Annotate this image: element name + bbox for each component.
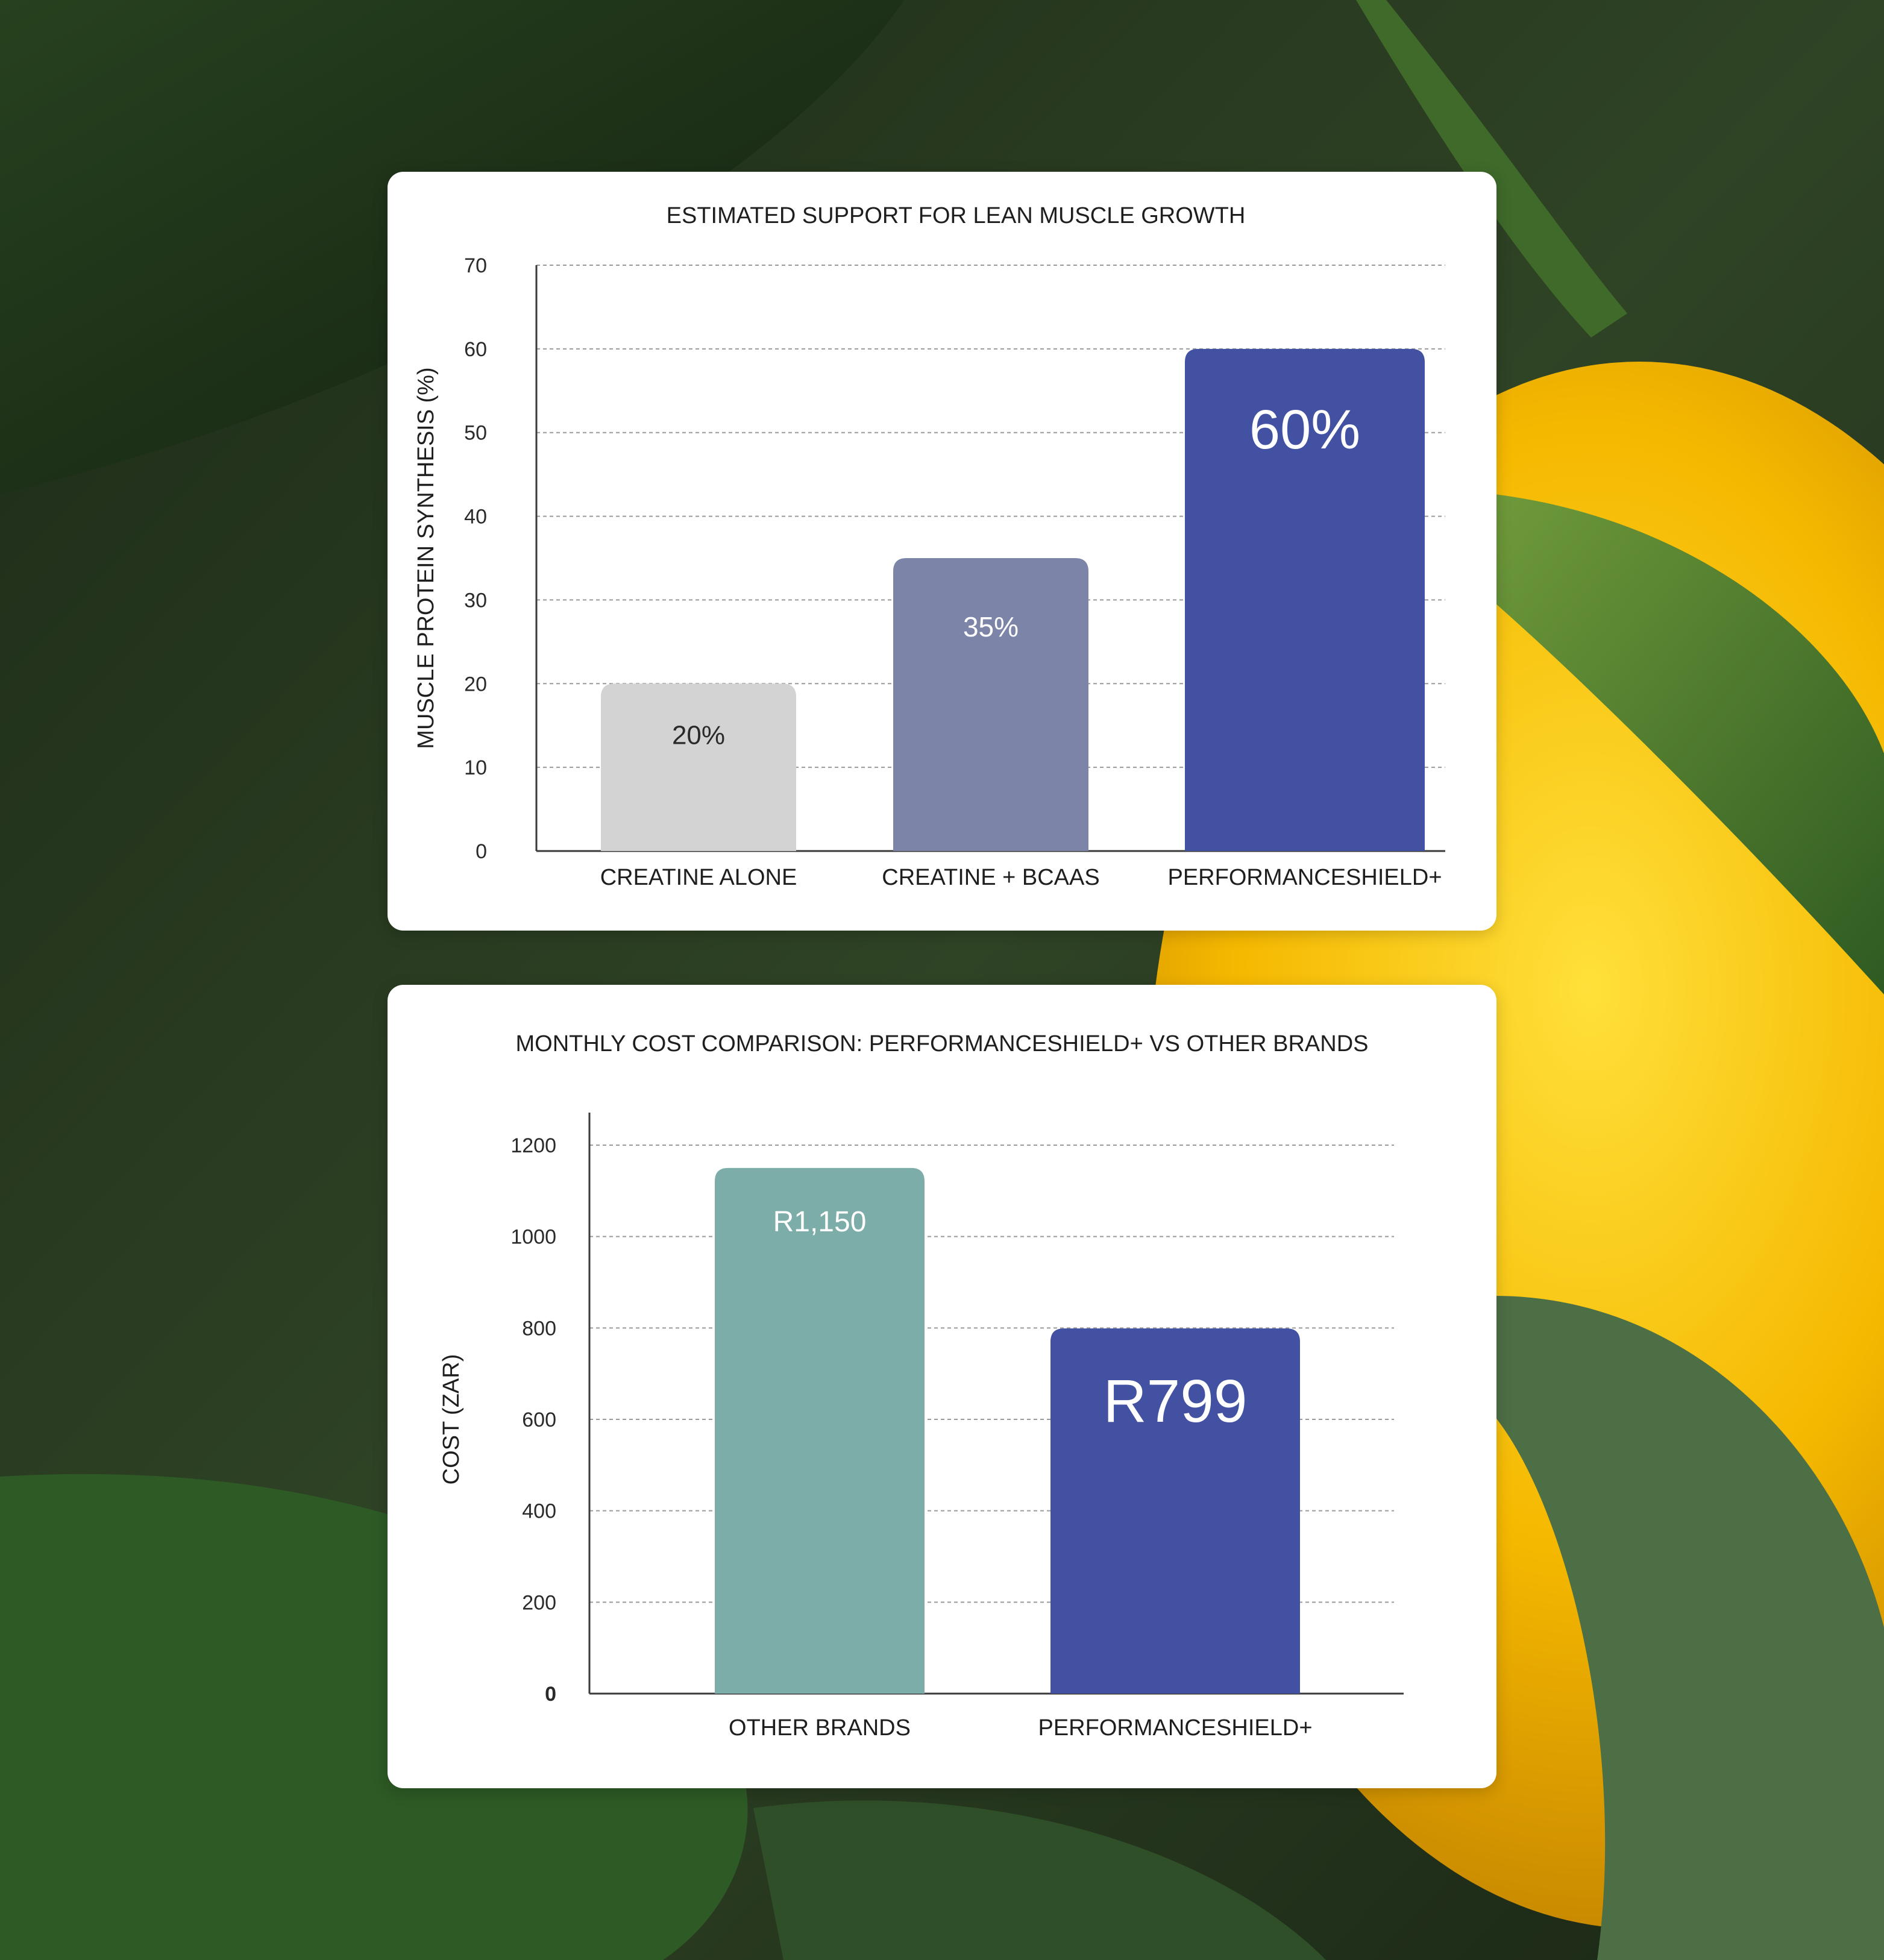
y-tick-label: 20 — [464, 673, 487, 696]
y-tick-label: 50 — [464, 422, 487, 445]
cost-comparison-chart: MONTHLY COST COMPARISON: PERFORMANCESHIE… — [439, 1031, 1404, 1741]
x-category-label: PERFORMANCESHIELD+ — [1167, 865, 1442, 890]
y-tick-label: 0 — [545, 1683, 556, 1706]
y-tick-label: 60 — [464, 338, 487, 361]
y-tick-label: 400 — [522, 1500, 556, 1523]
bar — [1185, 348, 1425, 851]
x-category-label: OTHER BRANDS — [729, 1715, 911, 1741]
cost-comparison-chart-card: MONTHLY COST COMPARISON: PERFORMANCESHIE… — [388, 985, 1496, 1788]
x-category-label: CREATINE ALONE — [600, 865, 797, 890]
chart-title: MONTHLY COST COMPARISON: PERFORMANCESHIE… — [515, 1031, 1368, 1057]
y-axis-label: COST (ZAR) — [439, 1354, 464, 1485]
muscle-growth-chart: ESTIMATED SUPPORT FOR LEAN MUSCLE GROWTH… — [413, 203, 1445, 890]
chart-title: ESTIMATED SUPPORT FOR LEAN MUSCLE GROWTH — [667, 203, 1246, 228]
bar — [893, 558, 1088, 851]
x-category-label: CREATINE + BCAAS — [882, 865, 1099, 890]
y-tick-label: 600 — [522, 1409, 556, 1431]
bar-data-label: R799 — [1103, 1368, 1247, 1435]
bar-data-label: R1,150 — [773, 1206, 867, 1238]
y-tick-label: 40 — [464, 506, 487, 529]
y-tick-label: 0 — [476, 840, 487, 863]
bar — [715, 1167, 925, 1694]
muscle-growth-chart-card: ESTIMATED SUPPORT FOR LEAN MUSCLE GROWTH… — [388, 172, 1496, 931]
bar-data-label: 35% — [963, 611, 1019, 642]
y-tick-label: 10 — [464, 756, 487, 779]
y-axis-label: MUSCLE PROTEIN SYNTHESIS (%) — [413, 367, 439, 749]
bar-data-label: 60% — [1249, 399, 1360, 460]
y-tick-label: 1200 — [510, 1134, 556, 1157]
y-tick-label: 70 — [464, 254, 487, 277]
y-tick-label: 30 — [464, 589, 487, 612]
bar — [1050, 1328, 1300, 1694]
y-tick-label: 1000 — [510, 1226, 556, 1249]
y-tick-label: 800 — [522, 1317, 556, 1340]
bar-data-label: 20% — [672, 720, 725, 750]
y-tick-label: 200 — [522, 1591, 556, 1614]
x-category-label: PERFORMANCESHIELD+ — [1038, 1715, 1312, 1741]
bar — [601, 683, 796, 851]
